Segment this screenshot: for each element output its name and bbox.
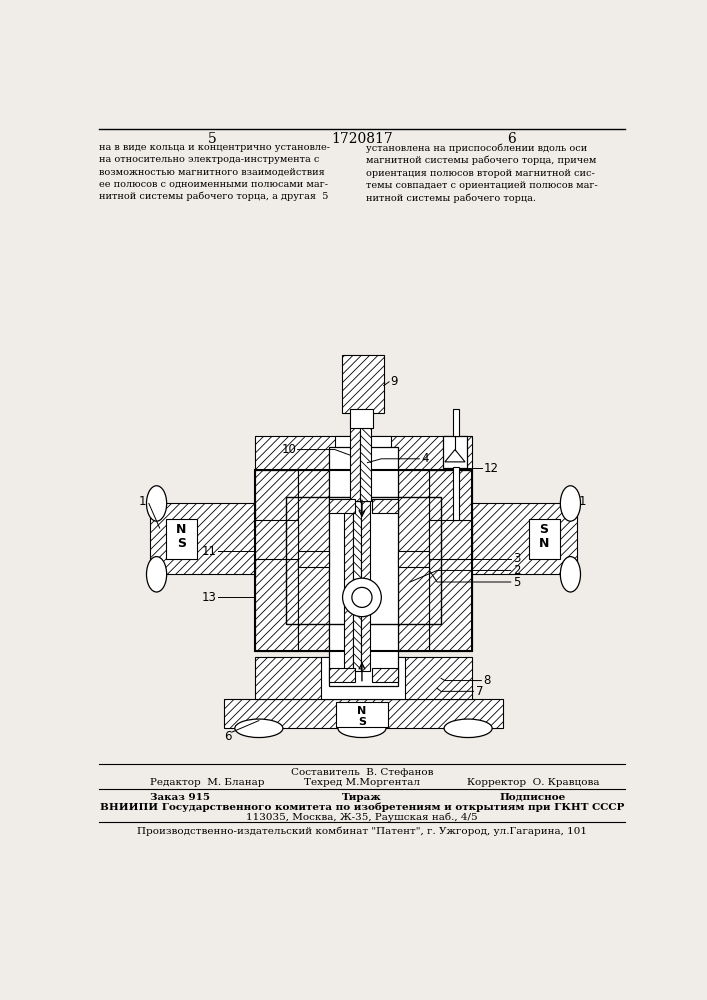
Ellipse shape	[561, 486, 580, 521]
Text: Производственно-издательский комбинат "Патент", г. Ужгород, ул.Гагарина, 101: Производственно-издательский комбинат "П…	[137, 826, 587, 836]
Bar	[298, 470, 329, 651]
Ellipse shape	[146, 486, 167, 521]
Text: 7: 7	[476, 685, 484, 698]
Bar	[529, 519, 559, 559]
Bar	[329, 447, 398, 686]
Bar	[429, 520, 472, 559]
Bar	[335, 436, 391, 470]
Text: Техред М.Моргентал: Техред М.Моргентал	[304, 778, 420, 787]
Text: S: S	[177, 537, 186, 550]
Text: 8: 8	[484, 674, 491, 687]
Ellipse shape	[352, 587, 372, 607]
Text: 12: 12	[484, 462, 498, 475]
Bar	[255, 436, 472, 470]
Bar	[329, 499, 355, 513]
Text: ВНИИПИ Государственного комитета по изобретениям и открытиям при ГКНТ СССР: ВНИИПИ Государственного комитета по изоб…	[100, 803, 624, 812]
Bar	[372, 668, 398, 682]
Text: 1: 1	[579, 495, 587, 508]
Text: 3: 3	[513, 552, 520, 565]
Text: на в виде кольца и концентрично установле-
на относительно электрода-инструмента: на в виде кольца и концентрично установл…	[99, 143, 330, 201]
Bar	[166, 519, 197, 559]
Bar	[321, 657, 404, 699]
Polygon shape	[445, 450, 465, 462]
Ellipse shape	[235, 719, 283, 738]
Bar	[472, 503, 577, 574]
Bar	[429, 470, 472, 651]
Text: 113035, Москва, Ж-35, Раушская наб., 4/5: 113035, Москва, Ж-35, Раушская наб., 4/5	[246, 812, 478, 822]
Bar	[224, 699, 503, 728]
Bar	[298, 551, 329, 567]
Text: N: N	[539, 537, 549, 550]
Bar	[398, 470, 429, 651]
Bar	[151, 503, 255, 574]
Text: N: N	[176, 523, 187, 536]
Text: Подписное: Подписное	[499, 793, 566, 802]
Text: 2: 2	[513, 564, 520, 577]
Text: 1: 1	[139, 495, 146, 508]
Bar	[255, 520, 298, 559]
Text: Корректор  О. Кравцова: Корректор О. Кравцова	[467, 778, 599, 787]
Text: Составитель  В. Стефанов: Составитель В. Стефанов	[291, 768, 433, 777]
Bar	[341, 355, 384, 413]
Bar	[452, 409, 459, 436]
Bar	[398, 551, 429, 567]
Bar	[286, 497, 441, 624]
Ellipse shape	[444, 719, 492, 738]
Text: 13: 13	[201, 591, 216, 604]
Ellipse shape	[561, 557, 580, 592]
Text: 1720817: 1720817	[331, 132, 393, 146]
Bar	[344, 501, 353, 671]
Text: N: N	[357, 706, 366, 716]
Text: 10: 10	[281, 443, 296, 456]
Text: 9: 9	[391, 375, 398, 388]
Bar	[443, 436, 467, 468]
Text: S: S	[358, 717, 366, 727]
Bar	[372, 499, 398, 513]
Text: установлена на приспособлении вдоль оси
магнитной системы рабочего торца, причем: установлена на приспособлении вдоль оси …	[366, 143, 597, 203]
Text: 6: 6	[507, 132, 516, 146]
Text: Заказ 915: Заказ 915	[151, 793, 211, 802]
Bar	[452, 466, 459, 520]
Text: 5: 5	[513, 576, 520, 588]
Bar	[255, 470, 298, 651]
Text: 4: 4	[421, 452, 429, 465]
Bar	[349, 409, 373, 428]
Bar	[255, 657, 472, 699]
Ellipse shape	[146, 557, 167, 592]
Bar	[353, 501, 361, 671]
Ellipse shape	[343, 578, 381, 617]
Text: Редактор  М. Бланар: Редактор М. Бланар	[151, 778, 265, 787]
Text: Тираж: Тираж	[342, 793, 382, 802]
Ellipse shape	[338, 719, 386, 738]
Bar	[329, 668, 355, 682]
Text: 11: 11	[201, 545, 216, 558]
Text: 5: 5	[208, 132, 217, 146]
Bar	[361, 501, 370, 671]
Text: 6: 6	[224, 730, 232, 742]
Text: S: S	[539, 523, 549, 536]
Bar	[349, 420, 361, 501]
Bar	[361, 420, 371, 501]
Bar	[255, 470, 472, 651]
Bar	[337, 702, 387, 727]
